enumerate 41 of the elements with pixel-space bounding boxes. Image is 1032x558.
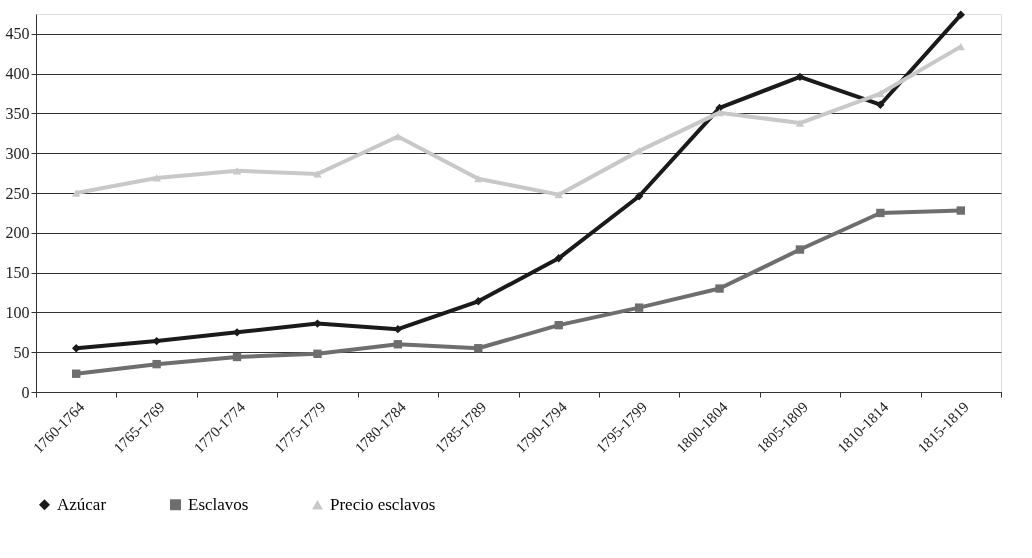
point: [72, 369, 81, 378]
point: [876, 208, 885, 218]
y-tick-label: 450: [5, 25, 30, 43]
point: [554, 254, 563, 263]
point: [795, 245, 805, 254]
point: [313, 170, 322, 178]
point: [474, 175, 483, 183]
point: [152, 359, 161, 369]
point: [876, 89, 885, 98]
point: [152, 336, 161, 346]
legend-label: Azúcar: [57, 494, 107, 514]
y-tick-label: 150: [5, 264, 30, 282]
point: [634, 303, 644, 312]
legend-label: Precio esclavos: [330, 494, 436, 514]
point: [795, 119, 805, 127]
y-tick-label: 50: [13, 343, 30, 361]
point: [956, 206, 965, 215]
point: [956, 10, 965, 19]
y-tick-label: 200: [5, 224, 30, 242]
y-tick-label: 250: [5, 184, 30, 202]
point: [313, 349, 322, 358]
point: [232, 167, 242, 175]
point: [474, 344, 483, 353]
y-tick-label: 300: [5, 144, 30, 162]
point: [152, 174, 161, 182]
point: [795, 72, 805, 82]
y-tick-label: 0: [21, 383, 30, 401]
legend-label: Esclavos: [188, 494, 249, 514]
point: [393, 340, 403, 349]
point: [474, 297, 483, 306]
point: [72, 189, 81, 197]
point: [554, 191, 563, 199]
point: [876, 100, 885, 109]
point: [554, 320, 563, 330]
y-tick-label: 350: [5, 104, 30, 122]
point: [634, 192, 644, 201]
y-tick-label: 400: [5, 65, 30, 83]
point: [715, 284, 724, 293]
y-tick-label: 100: [5, 303, 30, 321]
point: [715, 109, 724, 117]
point: [232, 352, 242, 362]
